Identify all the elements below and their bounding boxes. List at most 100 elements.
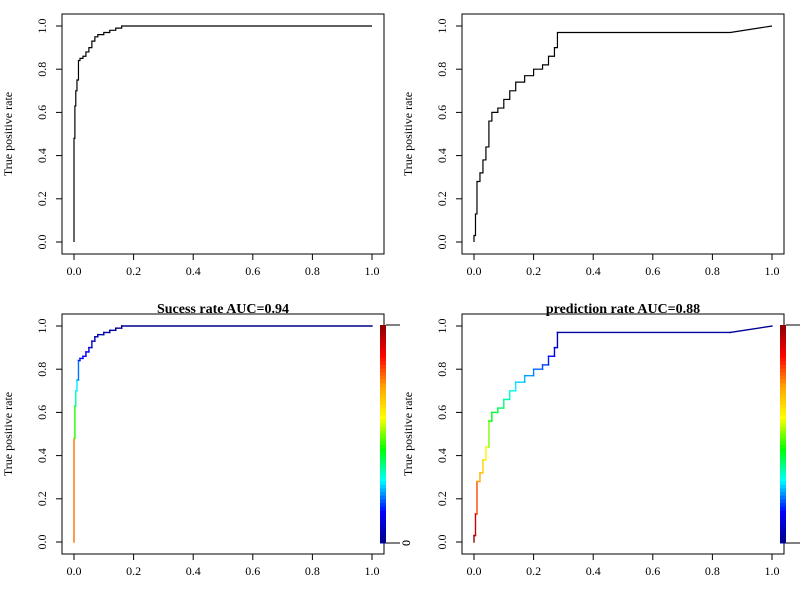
colorbar-cell (780, 517, 786, 522)
colorbar-cell (380, 390, 386, 395)
colorbar-cell (380, 535, 386, 540)
colorbar-cell (380, 517, 386, 522)
y-tick-label: 0.8 (35, 362, 49, 377)
colorbar-cell (780, 535, 786, 540)
colorbar-cell (380, 383, 386, 388)
colorbar-cell (380, 426, 386, 431)
y-tick-label: 1.0 (435, 19, 449, 34)
y-tick-label: 0.2 (435, 191, 449, 206)
colorbar-cell (380, 404, 386, 410)
colorbar-cell (380, 419, 386, 424)
x-tick-label: 0.6 (645, 264, 660, 278)
colorbar-cell (780, 379, 786, 384)
plot-frame (461, 313, 785, 555)
colorbar-cell (380, 372, 386, 377)
colorbar-cell (380, 386, 386, 391)
y-axis-label: True positive rate (1, 92, 15, 176)
colorbar-cell (380, 455, 386, 460)
colorbar-cell (780, 492, 786, 497)
colorbar-cell (380, 397, 386, 402)
y-axis-label: True positive rate (401, 92, 415, 176)
colorbar-cell (380, 510, 386, 515)
x-tick-label: 1.0 (365, 264, 380, 278)
colorbar-cell (380, 441, 386, 446)
colorbar-cell (380, 484, 386, 489)
colorbar-cell (780, 459, 786, 464)
colorbar-cell (380, 325, 386, 330)
y-tick-label: 1.0 (35, 319, 49, 334)
y-tick-label: 0.6 (35, 105, 49, 120)
colorbar-cell (780, 437, 786, 442)
colorbar-cell (380, 528, 386, 533)
y-tick-label: 0.8 (35, 62, 49, 77)
colorbar-cell (780, 430, 786, 435)
x-tick-label: 0.2 (526, 564, 541, 578)
colorbar-cell (780, 444, 786, 450)
x-tick-label: 0.6 (245, 264, 260, 278)
colorbar-cell (780, 539, 786, 544)
roc-curve (473, 25, 773, 242)
x-tick-label: 0.4 (586, 564, 601, 578)
colorbar-cell (380, 401, 386, 406)
colorbar-cell (780, 335, 786, 341)
chart-title: prediction rate AUC=0.88 (546, 302, 700, 317)
y-tick-label: 0.2 (435, 491, 449, 506)
x-tick-label: 0.2 (526, 264, 541, 278)
colorbar-cell (380, 513, 386, 519)
colorbar-cell (380, 423, 386, 428)
y-tick-label: 0.2 (35, 491, 49, 506)
colorbar-cell (380, 495, 386, 500)
colorbar-cell (780, 455, 786, 460)
x-tick-label: 0.8 (705, 264, 720, 278)
colorbar-cell (780, 408, 786, 413)
colorbar-cell (380, 463, 386, 468)
colorbar-cell (780, 532, 786, 537)
x-tick-label: 0.2 (126, 564, 141, 578)
colorbar-cell (780, 434, 786, 439)
x-tick-label: 0.2 (126, 264, 141, 278)
y-axis-label: True positive rate (401, 392, 415, 476)
colorbar-cell (380, 332, 386, 337)
x-tick-label: 0.4 (186, 264, 201, 278)
colorbar-cell (780, 375, 786, 380)
colorbar-cell (380, 506, 386, 511)
colorbar-cell (380, 375, 386, 380)
colorbar-cell (780, 386, 786, 391)
colorbar-cell (380, 448, 386, 453)
colorbar-cell (780, 524, 786, 529)
roc-curve-segment (729, 325, 773, 334)
colorbar-cell (780, 404, 786, 410)
colorbar-cell (380, 466, 386, 471)
colorbar-cell (380, 415, 386, 420)
colorbar-cell (780, 528, 786, 533)
colorbar-cell (780, 423, 786, 428)
y-tick-label: 0.4 (35, 148, 49, 163)
y-tick-label: 0.0 (435, 235, 449, 250)
colorbar-cell (780, 415, 786, 420)
colorbar-cell (780, 390, 786, 395)
y-tick-label: 0.4 (435, 148, 449, 163)
colorbar-cell (780, 463, 786, 468)
y-tick-label: 0.8 (435, 62, 449, 77)
colorbar-cell (780, 503, 786, 508)
colorbar-cell (380, 459, 386, 464)
y-tick-label: 0.8 (435, 362, 449, 377)
colorbar-cell (380, 361, 386, 366)
colorbar-cell (780, 397, 786, 402)
plot-frame (61, 313, 385, 555)
colorbar-cell (380, 452, 386, 457)
colorbar-cell (780, 372, 786, 377)
colorbar-cell (780, 412, 786, 417)
colorbar-cell (380, 408, 386, 413)
colorbar-cell (780, 521, 786, 526)
colorbar-cell (380, 477, 386, 482)
colorbar-cell (380, 357, 386, 362)
colorbar-cell (380, 503, 386, 508)
x-tick-label: 0.8 (305, 564, 320, 578)
colorbar-cell (780, 426, 786, 431)
roc-curve (73, 25, 372, 242)
colorbar-cell (780, 481, 786, 486)
y-tick-label: 0.0 (435, 535, 449, 550)
colorbar-cell (380, 350, 386, 355)
colorbar-cell (780, 510, 786, 515)
